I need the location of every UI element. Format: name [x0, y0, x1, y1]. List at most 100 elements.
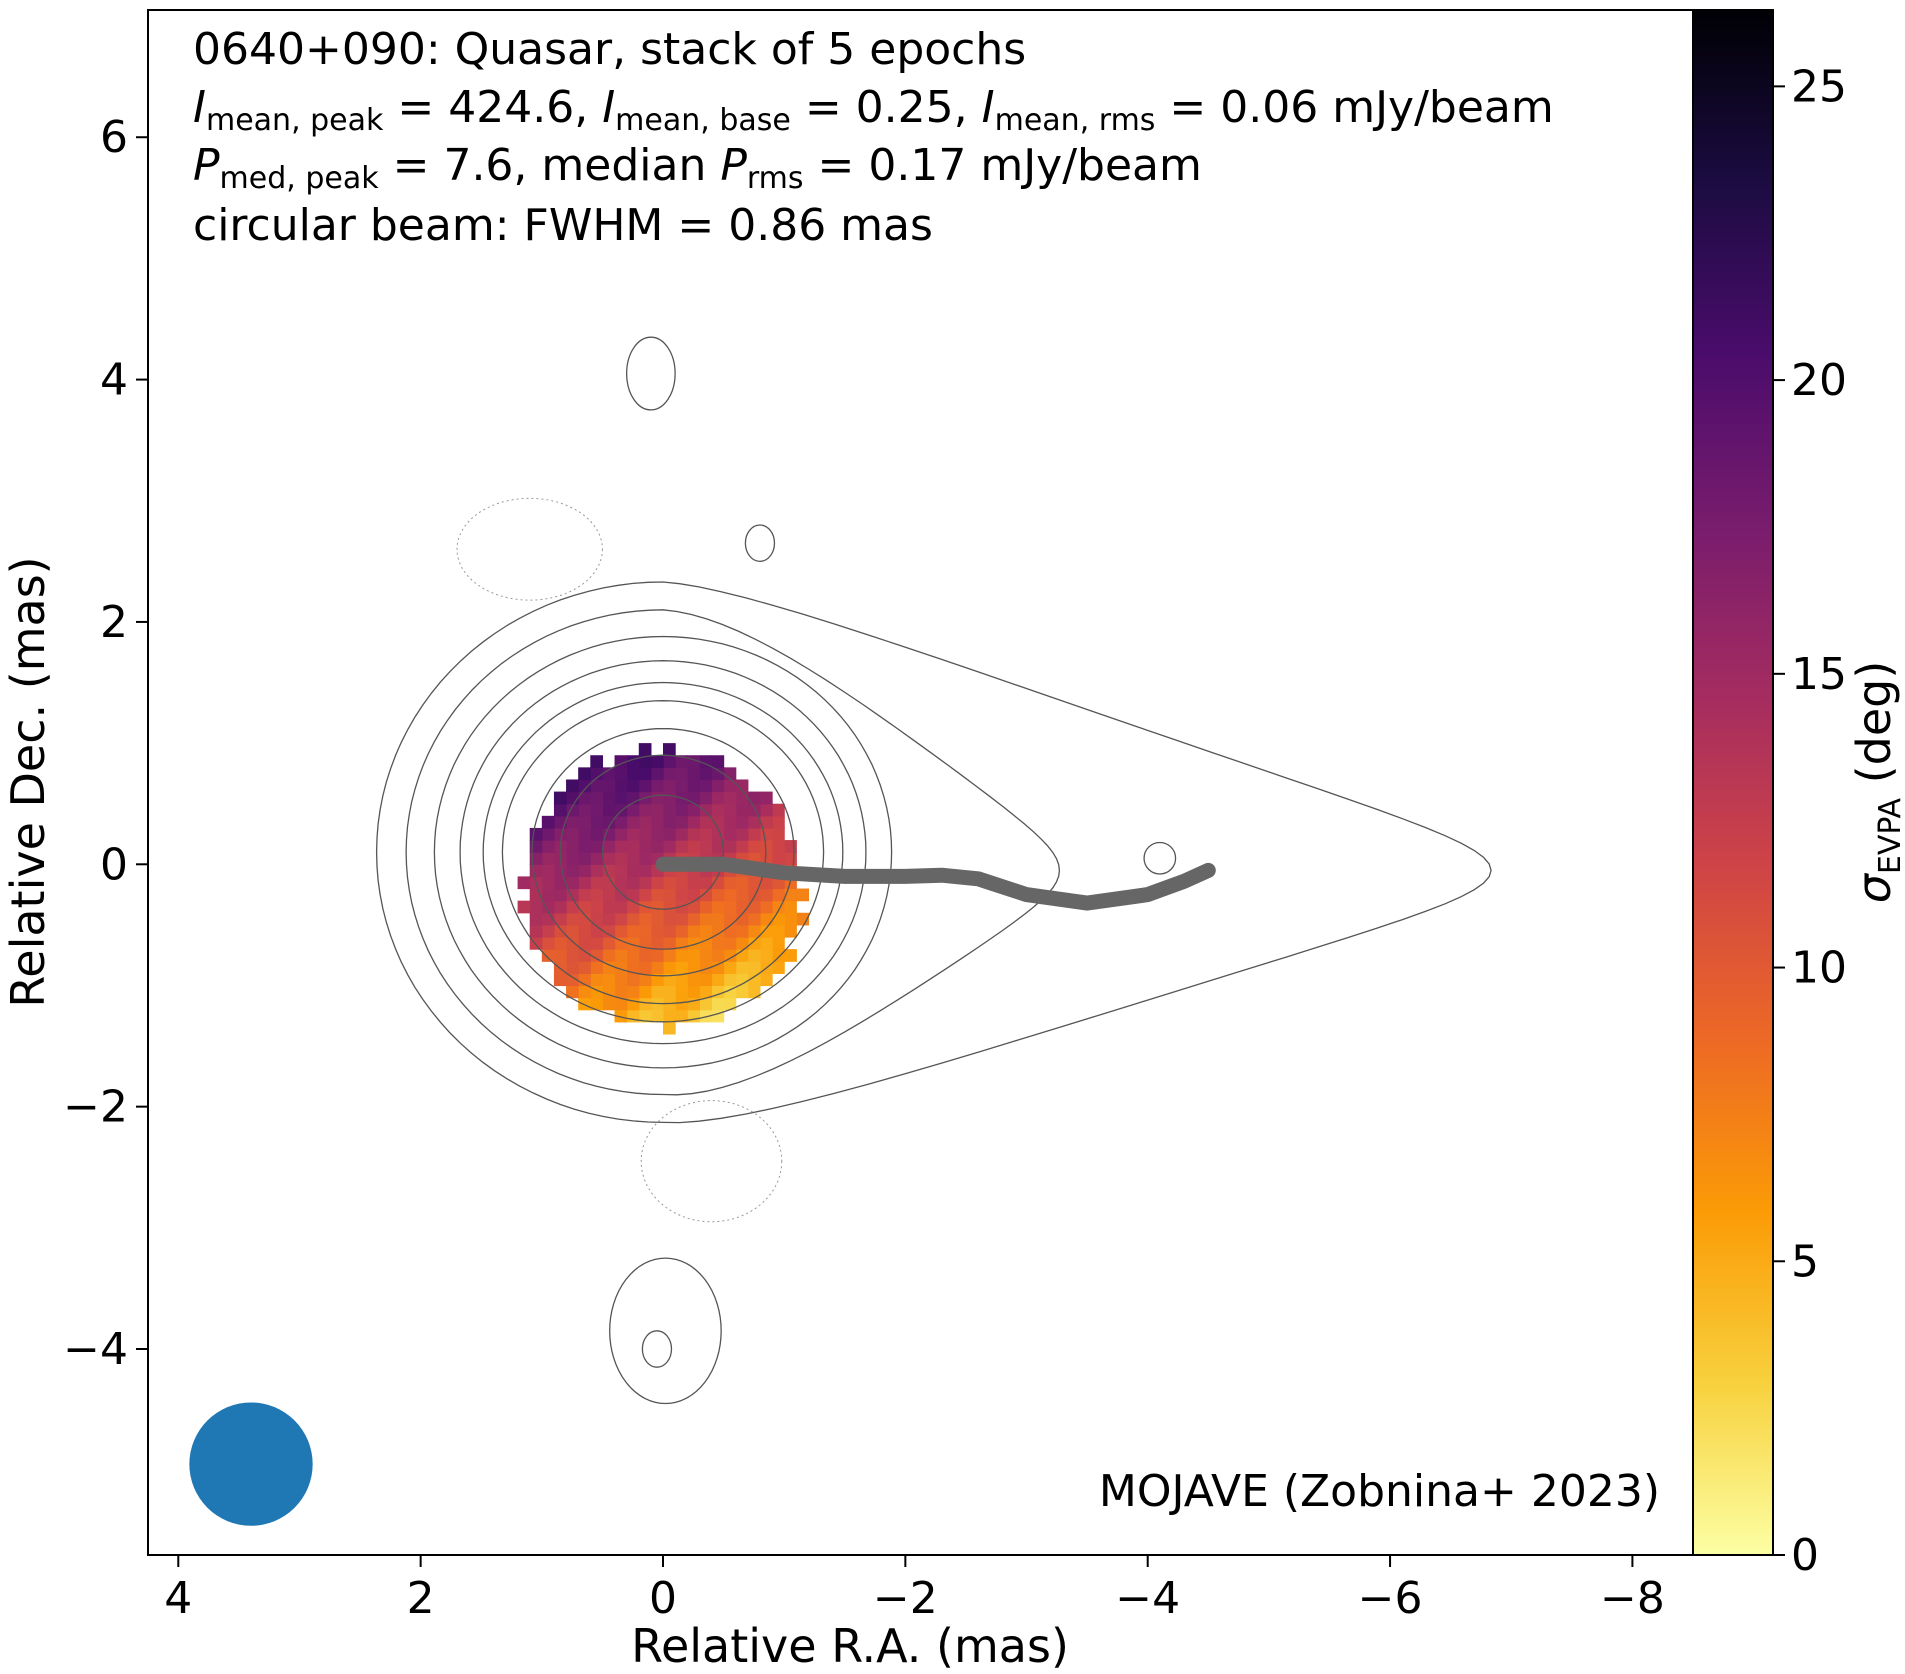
heatmap-pixel: [626, 900, 640, 914]
heatmap-pixel: [602, 779, 616, 793]
heatmap-pixel: [735, 876, 749, 890]
heatmap-pixel: [590, 852, 604, 865]
heatmap-pixel: [529, 924, 543, 938]
heatmap-pixel: [541, 900, 555, 914]
heatmap-pixel: [663, 912, 676, 926]
heatmap-pixel: [711, 973, 725, 987]
heatmap-pixel: [553, 900, 567, 914]
heatmap-pixel: [759, 888, 773, 902]
heatmap-pixel: [578, 852, 591, 865]
heatmap-pixel: [578, 864, 591, 878]
heatmap-pixel: [747, 803, 761, 817]
heatmap-pixel: [675, 985, 688, 999]
heatmap-pixel: [663, 985, 676, 999]
heatmap-pixel: [650, 791, 664, 805]
heatmap-pixel: [687, 827, 700, 841]
heatmap-pixel: [711, 997, 725, 1011]
heatmap-pixel: [553, 937, 567, 950]
heatmap-pixel: [626, 840, 640, 853]
heatmap-pixel: [626, 985, 640, 999]
heatmap-pixel: [675, 997, 688, 1011]
heatmap-pixel: [759, 791, 773, 805]
heatmap-pixel: [638, 827, 652, 841]
heatmap-pixel: [663, 900, 676, 914]
colorbar-label: σEVPA (deg): [1847, 661, 1905, 904]
heatmap-pixel: [517, 900, 531, 914]
heatmap-pixel: [566, 912, 579, 926]
heatmap-pixel: [747, 949, 761, 962]
heatmap-pixel: [747, 924, 761, 938]
heatmap-pixel: [747, 900, 761, 914]
heatmap-pixel: [663, 924, 676, 938]
sigma-symbol: σ: [1847, 872, 1901, 903]
heatmap-pixel: [772, 924, 785, 938]
heatmap-pixel: [614, 937, 628, 950]
heatmap-pixel: [699, 949, 713, 962]
heatmap-pixel: [687, 803, 700, 817]
heatmap-pixel: [735, 937, 749, 950]
heatmap-pixel: [723, 949, 737, 962]
heatmap-pixel: [687, 900, 700, 914]
plot-area: [148, 10, 1693, 1555]
y-axis-label: Relative Dec. (mas): [1, 556, 55, 1007]
heatmap-pixel: [735, 840, 749, 853]
heatmap-pixel: [650, 949, 664, 962]
heatmap-pixel: [784, 912, 797, 926]
heatmap-pixel: [553, 803, 567, 817]
intensity-base-subscript: mean, base: [615, 103, 791, 138]
heatmap-pixel: [723, 997, 737, 1011]
heatmap-pixel: [566, 900, 579, 914]
heatmap-pixel: [614, 900, 628, 914]
heatmap-pixel: [796, 888, 810, 902]
heatmap-pixel: [650, 1009, 664, 1023]
heatmap-pixel: [735, 815, 749, 829]
intensity-peak-value: = 424.6,: [383, 82, 602, 133]
heatmap-pixel: [650, 779, 664, 793]
heatmap-pixel: [650, 815, 664, 829]
heatmap-pixel: [553, 912, 567, 926]
heatmap-pixel: [553, 876, 567, 890]
heatmap-pixel: [723, 912, 737, 926]
heatmap-pixel: [614, 779, 628, 793]
heatmap-pixel: [650, 912, 664, 926]
heatmap-pixel: [638, 815, 652, 829]
heatmap-pixel: [650, 827, 664, 841]
heatmap-pixel: [663, 815, 676, 829]
heatmap-pixel: [602, 888, 616, 902]
heatmap-pixel: [723, 888, 737, 902]
plot-content: [189, 336, 1492, 1526]
heatmap-pixel: [541, 924, 555, 938]
heatmap-pixel: [590, 912, 604, 926]
heatmap-pixel: [638, 985, 652, 999]
colorbar-label-unit: (deg): [1847, 661, 1901, 798]
heatmap-pixel: [602, 791, 616, 805]
heatmap-pixel: [578, 912, 591, 926]
heatmap-pixel: [626, 852, 640, 865]
heatmap-pixel: [747, 961, 761, 974]
annotation-line-3: Pmed, peak = 7.6, median Prms = 0.17 mJy…: [193, 140, 1202, 196]
heatmap-pixel: [541, 937, 555, 950]
heatmap-pixel: [638, 961, 652, 974]
polarization-symbol-2: P: [720, 140, 747, 191]
y-tick-label: −4: [63, 1324, 128, 1375]
heatmap-pixel: [578, 985, 591, 999]
heatmap-pixel: [614, 803, 628, 817]
heatmap-pixel: [687, 937, 700, 950]
heatmap-pixel: [578, 840, 591, 853]
heatmap-pixel: [602, 827, 616, 841]
contour-level: [601, 794, 725, 910]
heatmap-pixel: [590, 779, 604, 793]
heatmap-pixel: [663, 1021, 676, 1035]
y-tick-label: 2: [100, 597, 128, 648]
heatmap-pixel: [626, 815, 640, 829]
heatmap-pixel: [614, 815, 628, 829]
heatmap-pixel: [590, 997, 604, 1011]
heatmap-pixel: [578, 791, 591, 805]
heatmap-pixel: [614, 1009, 628, 1023]
heatmap-pixel: [747, 912, 761, 926]
heatmap-pixel: [638, 743, 652, 756]
heatmap-pixel: [663, 827, 676, 841]
heatmap-pixel: [735, 803, 749, 817]
heatmap-pixel: [735, 985, 749, 999]
heatmap-pixel: [711, 840, 725, 853]
